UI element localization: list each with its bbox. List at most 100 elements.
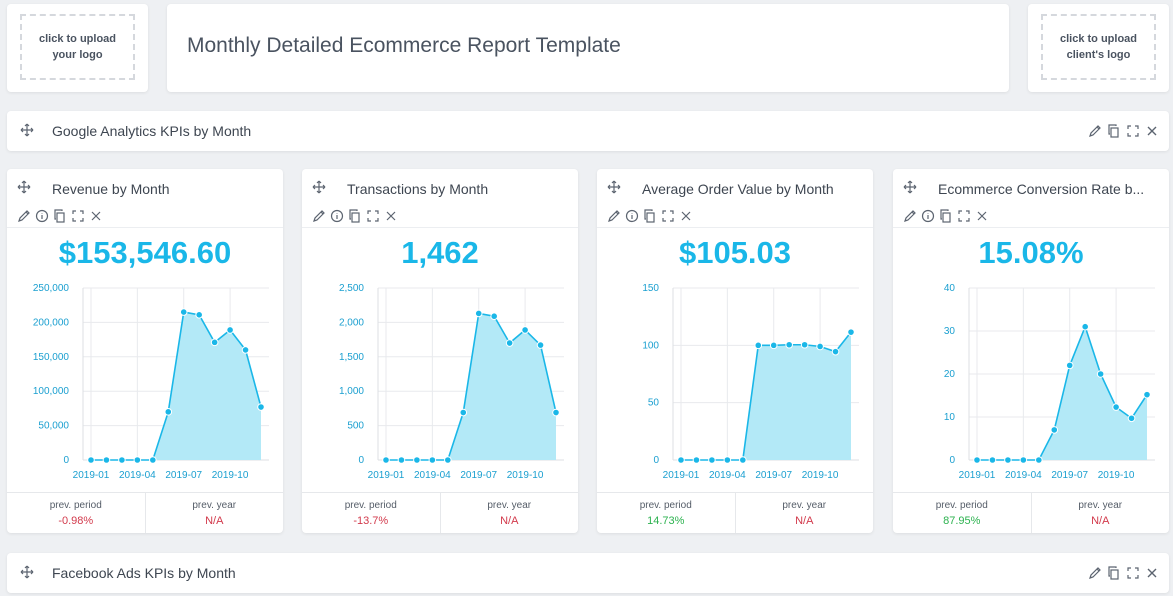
info-icon[interactable] [921, 209, 935, 223]
expand-icon[interactable] [71, 209, 85, 223]
x-tick-label: 2019-07 [755, 470, 792, 481]
prev-period-label: prev. period [639, 500, 692, 511]
data-point [723, 456, 732, 464]
data-point [1081, 322, 1089, 331]
data-point [1035, 456, 1043, 464]
data-point [1065, 361, 1074, 370]
edit-icon[interactable] [312, 209, 326, 223]
expand-icon[interactable] [1126, 124, 1140, 138]
data-point [226, 326, 234, 334]
x-tick-label: 2019-10 [1098, 470, 1135, 481]
y-tick-label: 20 [944, 369, 956, 380]
y-tick-label: 2,500 [339, 283, 364, 294]
copy-icon[interactable] [348, 209, 362, 223]
prev-year-cell: prev. year N/A [144, 493, 284, 533]
widget-title: Transactions by Month [347, 181, 489, 197]
report-title[interactable]: Monthly Detailed Ecommerce Report Templa… [187, 34, 621, 57]
close-icon[interactable] [1145, 124, 1159, 138]
data-point [257, 403, 265, 411]
widget-toolbar [903, 209, 989, 223]
kpi-area-chart: 0 50 100 150 2019-01 2019-04 2019-07 2019-10 [642, 283, 859, 481]
y-tick-label: 100 [642, 340, 659, 351]
info-icon[interactable] [330, 209, 344, 223]
x-tick-label: 2019-04 [1005, 470, 1042, 481]
y-tick-label: 150,000 [33, 352, 70, 363]
close-icon[interactable] [384, 209, 398, 223]
expand-icon[interactable] [1126, 566, 1140, 580]
data-point [382, 456, 390, 464]
prev-year-value: N/A [1091, 515, 1110, 527]
y-tick-label: 200,000 [33, 317, 70, 328]
expand-icon[interactable] [366, 209, 380, 223]
prev-year-value: N/A [205, 515, 224, 527]
move-icon[interactable] [20, 123, 34, 137]
data-point [87, 456, 95, 464]
kpi-area-chart: 0 50,000 100,000 150,000 200,000 250,000 2019-… [33, 283, 269, 481]
expand-icon[interactable] [661, 209, 675, 223]
data-point [1127, 414, 1136, 423]
prev-year-value: N/A [500, 515, 519, 527]
data-point [973, 456, 981, 464]
prev-period-cell: prev. period -13.7% [302, 493, 440, 533]
edit-icon[interactable] [1088, 124, 1102, 138]
x-tick-label: 2019-10 [802, 470, 839, 481]
comparison-footer: prev. period -0.98% prev. year N/A [7, 492, 283, 533]
prev-year-label: prev. year [782, 500, 827, 511]
y-tick-label: 50 [648, 398, 660, 409]
x-tick-label: 2019-07 [1051, 470, 1088, 481]
move-icon[interactable] [20, 565, 34, 579]
y-tick-label: 0 [63, 455, 69, 466]
data-point [831, 347, 840, 356]
move-icon[interactable] [312, 180, 326, 194]
divider [893, 227, 1169, 228]
move-icon[interactable] [17, 180, 31, 194]
x-tick-label: 2019-01 [663, 470, 700, 481]
edit-icon[interactable] [607, 209, 621, 223]
copy-icon[interactable] [1107, 124, 1121, 138]
data-point [988, 456, 997, 464]
kpi-area-chart: 0 10 20 30 40 2019-01 2019-04 2019-07 2019-10 [944, 283, 1155, 481]
info-icon[interactable] [625, 209, 639, 223]
upload-logo-box[interactable]: click to upload your logo [7, 4, 148, 92]
series-area [977, 326, 1147, 460]
close-icon[interactable] [975, 209, 989, 223]
divider [302, 227, 578, 228]
data-point [847, 328, 855, 336]
data-point [692, 456, 701, 464]
section-toolbar [1088, 124, 1159, 138]
info-icon[interactable] [35, 209, 49, 223]
move-icon[interactable] [607, 180, 621, 194]
kpi-widget: Average Order Value by Month $105.03 0 50… [597, 169, 873, 533]
data-point [785, 340, 793, 349]
prev-period-label: prev. period [344, 500, 397, 511]
upload-client-logo-box[interactable]: click to upload client's logo [1028, 4, 1169, 92]
prev-period-label: prev. period [49, 500, 102, 511]
x-tick-label: 2019-07 [460, 470, 497, 481]
copy-icon[interactable] [643, 209, 657, 223]
edit-icon[interactable] [903, 209, 917, 223]
copy-icon[interactable] [1107, 566, 1121, 580]
x-tick-label: 2019-04 [119, 470, 156, 481]
close-icon[interactable] [1145, 566, 1159, 580]
x-tick-label: 2019-10 [507, 470, 544, 481]
copy-icon[interactable] [939, 209, 953, 223]
prev-year-label: prev. year [192, 500, 237, 511]
data-point [521, 326, 529, 334]
expand-icon[interactable] [957, 209, 971, 223]
prev-year-value: N/A [795, 515, 814, 527]
data-point [133, 456, 142, 464]
copy-icon[interactable] [53, 209, 67, 223]
kpi-widget: Ecommerce Conversion Rate b... 15.08% 0 1… [893, 169, 1169, 533]
move-icon[interactable] [903, 180, 917, 194]
data-point [118, 456, 126, 464]
edit-icon[interactable] [1088, 566, 1102, 580]
data-point [816, 342, 824, 351]
kpi-area-chart: 0 500 1,000 1,500 2,000 2,500 2019-01 2019-04 20… [339, 283, 564, 481]
edit-icon[interactable] [17, 209, 31, 223]
prev-period-value: 14.73% [647, 515, 685, 527]
close-icon[interactable] [89, 209, 103, 223]
close-icon[interactable] [679, 209, 693, 223]
report-title-card: Monthly Detailed Ecommerce Report Templa… [167, 4, 1009, 92]
data-point [739, 456, 747, 464]
x-tick-label: 2019-01 [368, 470, 405, 481]
